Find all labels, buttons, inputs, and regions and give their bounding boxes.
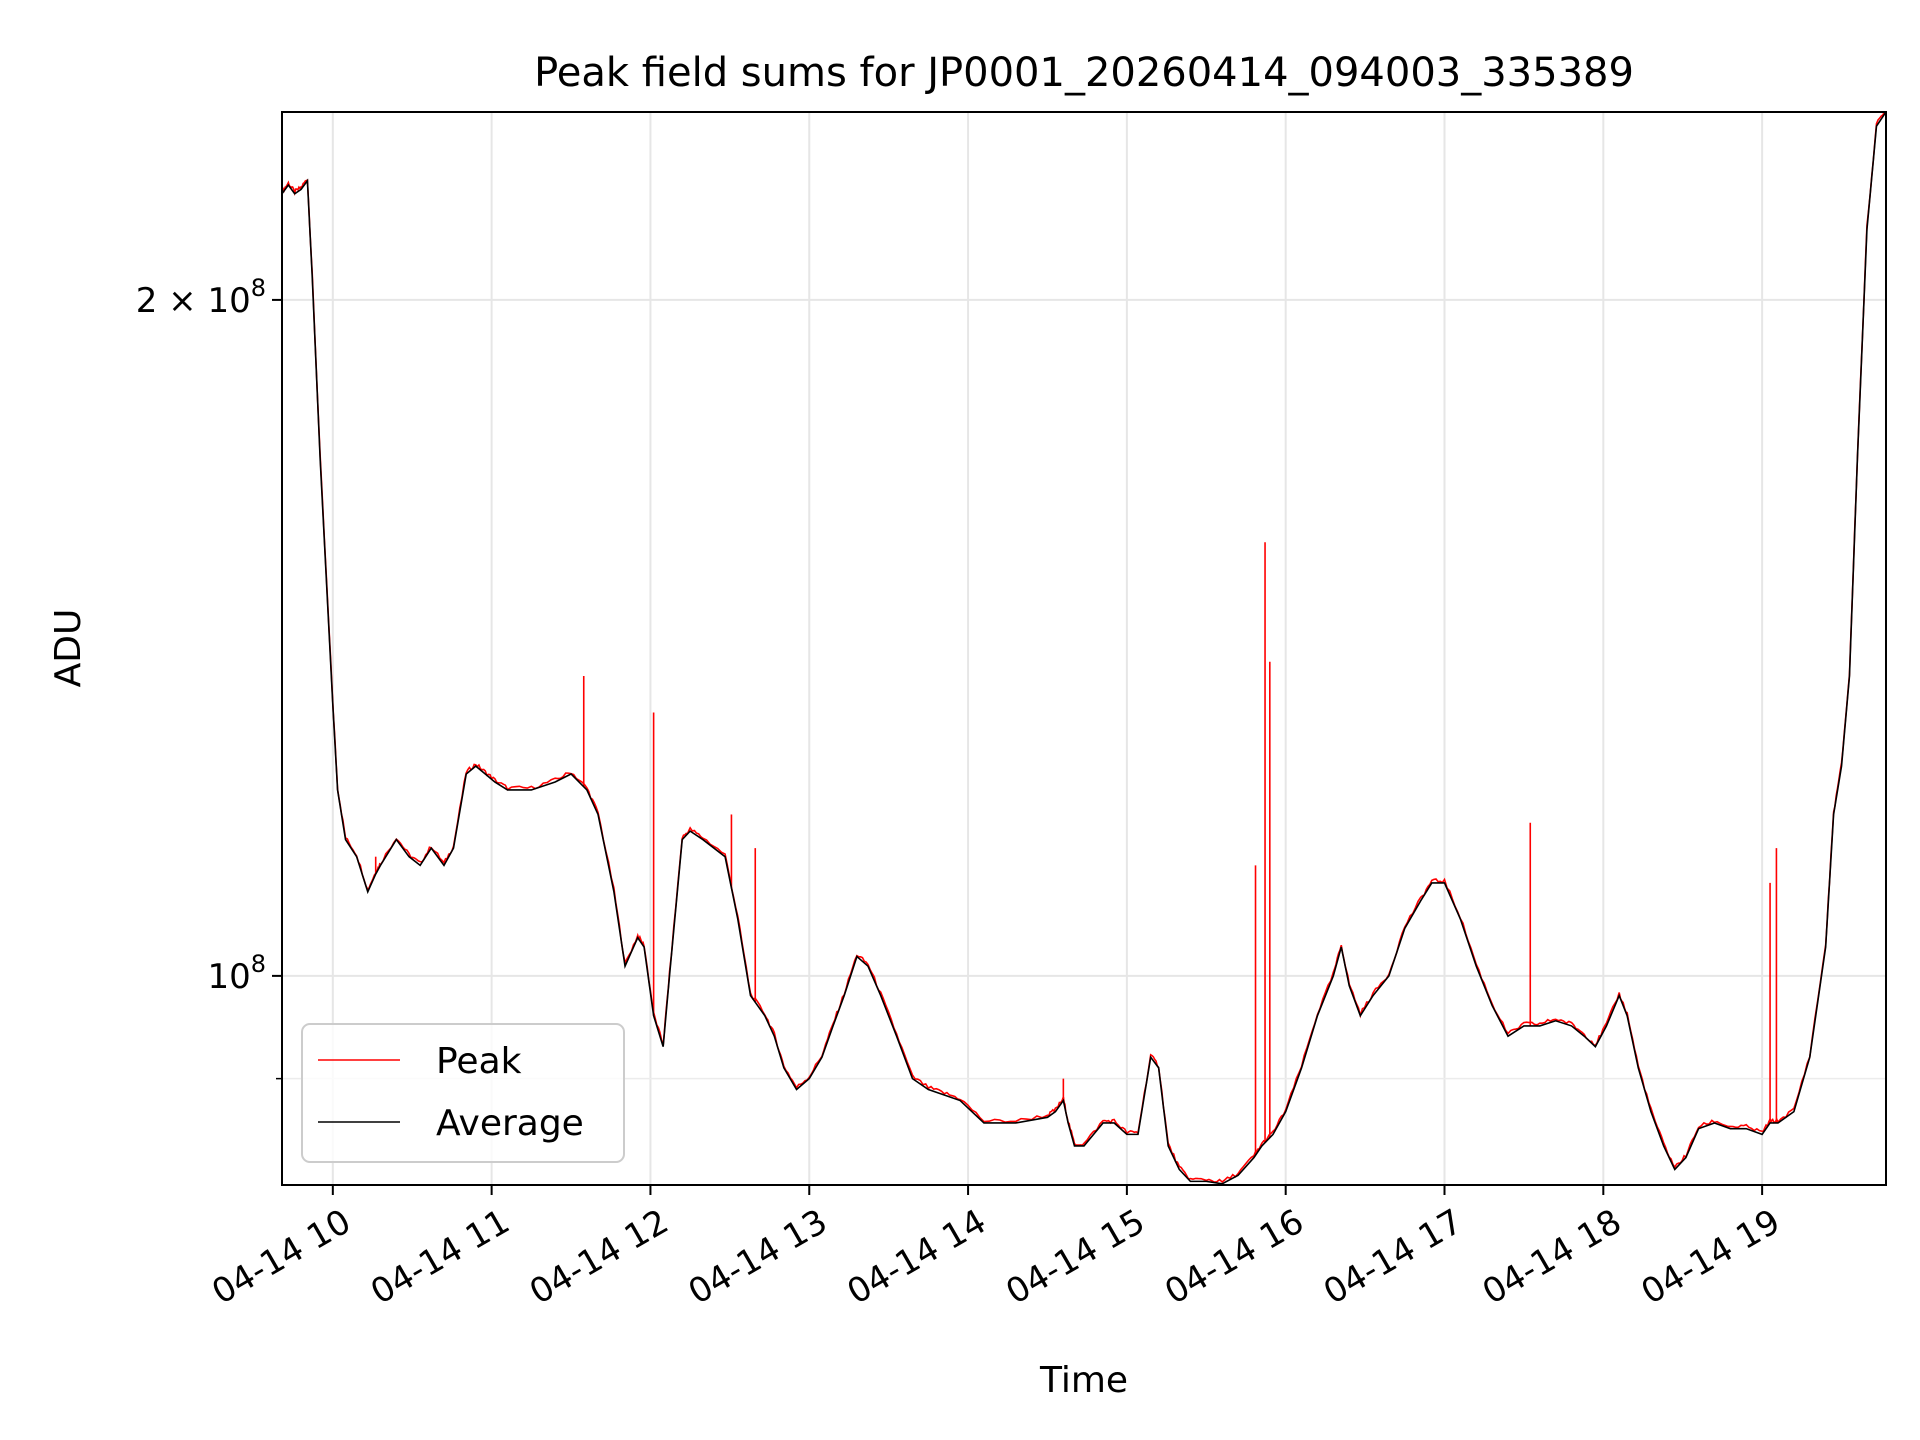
y-tick-label-1: 2 × 108 xyxy=(136,274,266,321)
legend-label-peak: Peak xyxy=(436,1041,522,1082)
series-line-average xyxy=(282,112,1886,1185)
chart-title: Peak field sums for JP0001_20260414_0940… xyxy=(534,50,1634,96)
legend-label-average: Average xyxy=(436,1103,584,1144)
x-axis-label: Time xyxy=(1039,1360,1128,1401)
grid xyxy=(282,112,1886,1185)
legend: Peak Average xyxy=(301,1023,625,1163)
legend-box xyxy=(301,1023,625,1163)
axes-frame xyxy=(281,111,1887,1186)
y-axis-label: ADU xyxy=(48,609,89,688)
y-tick-label-0: 108 xyxy=(207,950,266,997)
plot-area xyxy=(282,112,1886,1185)
